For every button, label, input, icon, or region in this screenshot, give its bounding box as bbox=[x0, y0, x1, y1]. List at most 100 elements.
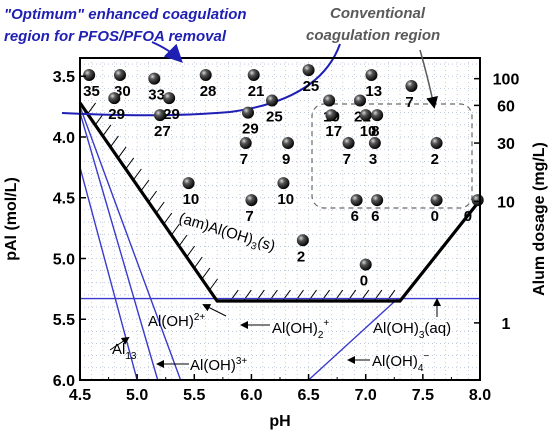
hatch-mark bbox=[110, 135, 119, 148]
hatch-mark bbox=[373, 289, 383, 302]
data-point bbox=[163, 92, 176, 105]
hatch-mark bbox=[117, 146, 127, 159]
data-point bbox=[108, 92, 121, 105]
x-tick-label: 7.0 bbox=[355, 387, 377, 404]
conventional-region-box bbox=[311, 103, 473, 209]
data-point-label: 7 bbox=[405, 94, 413, 111]
data-point bbox=[148, 72, 161, 85]
data-point bbox=[182, 177, 195, 190]
species-label-aloh2plus: Al(OH)2+ bbox=[272, 318, 329, 341]
data-point bbox=[199, 69, 212, 82]
data-point-label: 27 bbox=[154, 123, 171, 140]
data-point bbox=[325, 109, 338, 122]
data-point bbox=[323, 94, 336, 107]
data-point-label: 25 bbox=[266, 109, 283, 126]
data-point-label: 21 bbox=[248, 83, 265, 100]
data-point-label: 35 bbox=[83, 83, 100, 100]
data-point bbox=[350, 194, 363, 207]
hatch-mark bbox=[308, 289, 317, 302]
data-point-label: 8 bbox=[371, 123, 379, 140]
y2-axis-title: Alum dosage (mg/L) bbox=[531, 142, 548, 296]
data-point bbox=[354, 94, 366, 107]
data-point-label: 7 bbox=[245, 208, 253, 225]
data-point bbox=[371, 109, 384, 122]
optimum-region-boundary bbox=[61, 43, 341, 117]
data-point-label: 3 bbox=[369, 151, 377, 168]
x-tick-label: 7.5 bbox=[412, 387, 434, 404]
data-point bbox=[359, 258, 372, 271]
hatch-mark bbox=[242, 289, 252, 302]
hatch-mark bbox=[209, 278, 218, 291]
hatch-mark bbox=[193, 256, 203, 269]
axis-ticks: 4.5 5.0 5.5 6.0 6.5 7.0 7.5 8.0 3.5 4.0 4.5 5.0 5.5 6… bbox=[53, 69, 520, 404]
line-aloh3plus bbox=[79, 106, 182, 381]
y2-tick-label: 60 bbox=[497, 98, 515, 115]
solubility-boundary bbox=[78, 102, 482, 303]
hatch-mark bbox=[321, 289, 331, 302]
data-point bbox=[282, 137, 294, 150]
x-tick-label: 5.0 bbox=[126, 387, 148, 404]
hatch-mark bbox=[186, 245, 196, 258]
data-point-label: 29 bbox=[163, 106, 180, 123]
data-point bbox=[154, 109, 166, 122]
x-tick-label: 6.0 bbox=[240, 387, 262, 404]
species-label-aloh3plus: Al(OH)3+ bbox=[190, 356, 247, 374]
data-point-label: 29 bbox=[242, 121, 259, 138]
data-point-label: 28 bbox=[200, 83, 217, 100]
hatch-mark bbox=[229, 289, 239, 302]
data-point-label: 6 bbox=[371, 208, 379, 225]
hatch-mark bbox=[148, 190, 157, 203]
data-point-label: 25 bbox=[303, 78, 320, 95]
data-point-label: 10 bbox=[183, 191, 200, 208]
arrow-al13 bbox=[109, 336, 130, 351]
y-tick-label: 6.0 bbox=[53, 373, 75, 390]
hatch-mark bbox=[386, 289, 396, 302]
line-al13-b bbox=[79, 112, 159, 381]
regions bbox=[61, 43, 473, 209]
species-lines bbox=[78, 102, 482, 381]
x-tick-label: 6.5 bbox=[297, 387, 319, 404]
data-point-label: 6 bbox=[351, 208, 359, 225]
hatch-mark bbox=[140, 179, 150, 192]
hatch-mark bbox=[282, 289, 291, 302]
hatch-mark bbox=[268, 289, 278, 302]
data-point bbox=[302, 64, 315, 77]
data-point bbox=[365, 69, 378, 82]
y2-tick-label: 30 bbox=[497, 136, 515, 153]
x-tick-label: 8.0 bbox=[469, 387, 491, 404]
hatch-mark bbox=[201, 267, 211, 280]
y-tick-label: 4.5 bbox=[53, 191, 75, 208]
hatch-mark bbox=[255, 289, 265, 302]
data-point-label: 17 bbox=[325, 123, 342, 140]
data-point-label: 0 bbox=[464, 208, 472, 225]
data-point bbox=[471, 194, 484, 207]
data-point bbox=[277, 177, 290, 190]
species-label-aloh2: Al(OH)2+ bbox=[148, 312, 205, 330]
data-point-label: 0 bbox=[431, 208, 439, 225]
data-point bbox=[430, 137, 443, 150]
hatch-mark bbox=[125, 157, 135, 170]
y2-tick-label: 100 bbox=[493, 72, 520, 89]
data-point bbox=[371, 194, 384, 207]
data-point bbox=[247, 69, 260, 82]
y-tick-label: 5.0 bbox=[53, 251, 75, 268]
data-point bbox=[430, 194, 443, 207]
x-tick-label: 5.5 bbox=[183, 387, 205, 404]
hatch-mark bbox=[295, 289, 304, 302]
hatch-mark bbox=[334, 289, 344, 302]
arrow-aloh2 bbox=[202, 304, 227, 317]
data-point-label: 7 bbox=[343, 151, 351, 168]
hatch-mark bbox=[94, 113, 104, 126]
species-label-aloh3aq: Al(OH)3(aq) bbox=[373, 320, 451, 341]
hatch-mark bbox=[171, 223, 180, 236]
data-point bbox=[368, 137, 381, 150]
data-point bbox=[359, 109, 372, 122]
hatch-mark bbox=[178, 234, 188, 247]
optimum-arrow bbox=[151, 41, 183, 63]
hatch-mark bbox=[132, 168, 142, 181]
y2-tick-label: 10 bbox=[497, 194, 515, 211]
hatch-mark bbox=[360, 289, 370, 302]
data-point bbox=[239, 137, 252, 150]
y-tick-label: 5.5 bbox=[53, 312, 75, 329]
